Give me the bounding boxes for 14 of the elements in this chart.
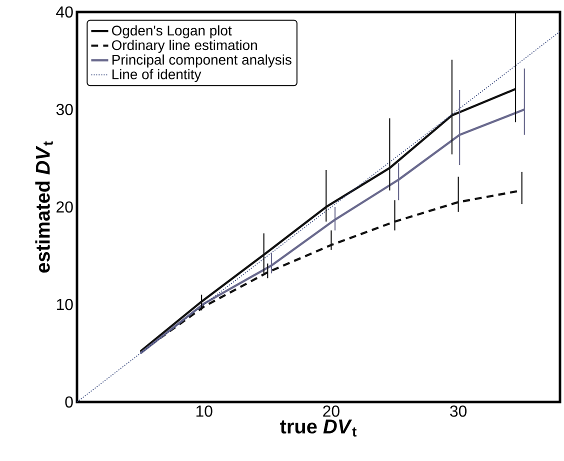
legend-label: Ogden's Logan plot: [112, 25, 232, 38]
y-tick-label: 20: [56, 201, 73, 213]
text: estimated DV$_{t}$: [35, 141, 53, 273]
x-tick-label: 20: [323, 406, 340, 417]
x-tick-label: 10: [196, 406, 212, 417]
y-tick-label: 30: [56, 104, 73, 116]
y-tick-label: 10: [56, 298, 73, 310]
legend-label: Ordinary line estimation: [112, 40, 257, 53]
text: true DV$_{t}$: [280, 420, 357, 437]
y-tick-label: 0: [65, 396, 73, 408]
legend-label: Line of identity: [112, 69, 202, 82]
y-tick-label: 40: [56, 6, 73, 18]
x-tick-label: 30: [450, 406, 467, 417]
legend-label: Principal component analysis: [112, 54, 292, 68]
